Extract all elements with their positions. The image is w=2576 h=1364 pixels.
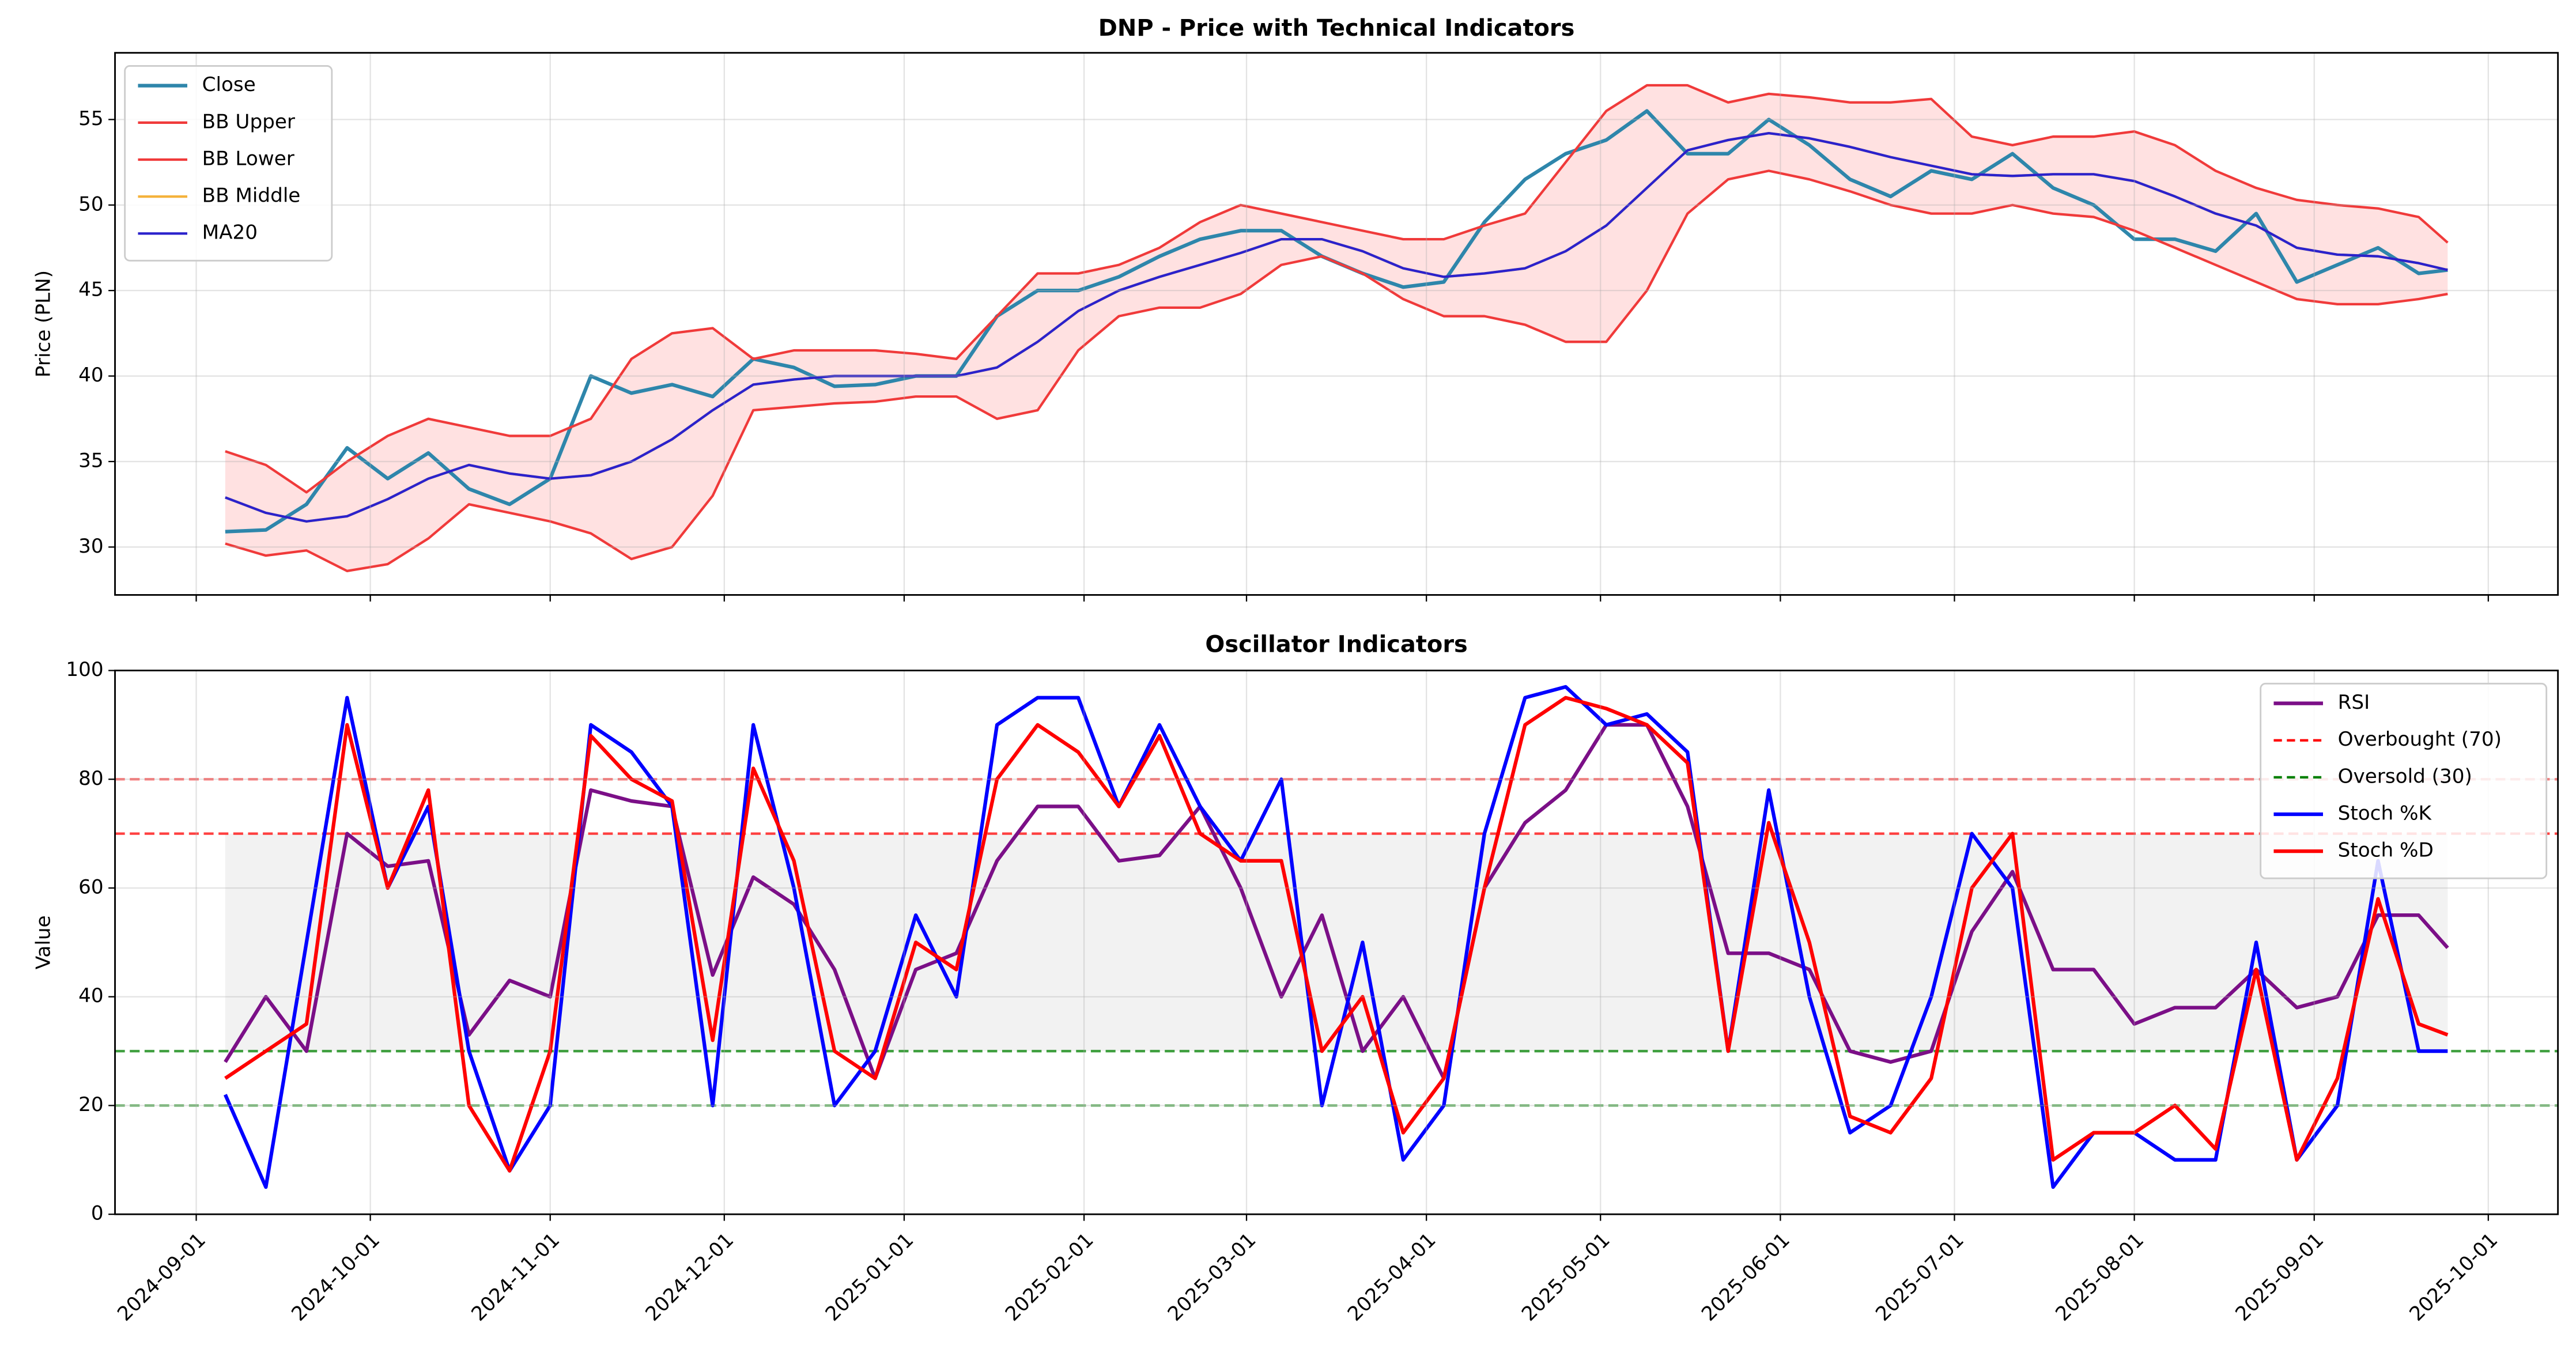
legend-box — [2260, 682, 2548, 879]
legend: Close BB Upper BB Lower BB Middle MA20 — [124, 65, 333, 262]
legend-label: MA20 — [202, 221, 258, 244]
legend-label: BB Upper — [202, 110, 296, 133]
legend-label: Oversold (30) — [2338, 765, 2472, 788]
legend-label: Close — [202, 73, 256, 96]
axes-frame — [114, 670, 2559, 1215]
legend-label: BB Lower — [202, 147, 295, 170]
y-tick-label: 80 — [78, 767, 104, 790]
y-tick-label: 0 — [91, 1202, 104, 1225]
y-tick-label: 30 — [78, 535, 104, 558]
series-line — [225, 169, 2448, 573]
axes-frame — [114, 52, 2559, 596]
y-tick-label: 40 — [78, 984, 104, 1007]
y-tick-label: 100 — [66, 658, 103, 681]
legend-label: Stoch %D — [2338, 839, 2434, 862]
y-tick-label: 40 — [78, 364, 104, 387]
series-line — [224, 723, 2449, 1080]
legend-label: Overbought (70) — [2338, 728, 2502, 751]
legend-label: RSI — [2338, 691, 2370, 714]
y-tick-label: 20 — [78, 1093, 104, 1116]
plot-area — [225, 84, 2449, 573]
legend-label: BB Middle — [202, 184, 301, 207]
y-tick-label: 50 — [78, 192, 104, 216]
y-tick-label: 55 — [78, 107, 104, 130]
chart-title: DNP - Price with Technical Indicators — [1098, 15, 1575, 41]
chart-title: Oscillator Indicators — [1205, 631, 1467, 658]
y-tick-label: 60 — [78, 875, 104, 898]
y-axis-label: Value — [32, 915, 55, 969]
legend-box — [124, 65, 333, 262]
shade-band — [225, 833, 2448, 1052]
series-line — [225, 132, 2448, 523]
y-axis-label: Price (PLN) — [32, 270, 55, 377]
legend-label: Stoch %K — [2338, 802, 2433, 825]
series-line — [225, 84, 2449, 494]
legend: RSI Overbought (70) Oversold (30) Stoch %K S… — [2260, 682, 2548, 879]
series-line — [224, 696, 2449, 1173]
plot-area — [115, 685, 2558, 1189]
y-tick-label: 35 — [78, 449, 104, 472]
y-tick-label: 45 — [78, 278, 104, 301]
